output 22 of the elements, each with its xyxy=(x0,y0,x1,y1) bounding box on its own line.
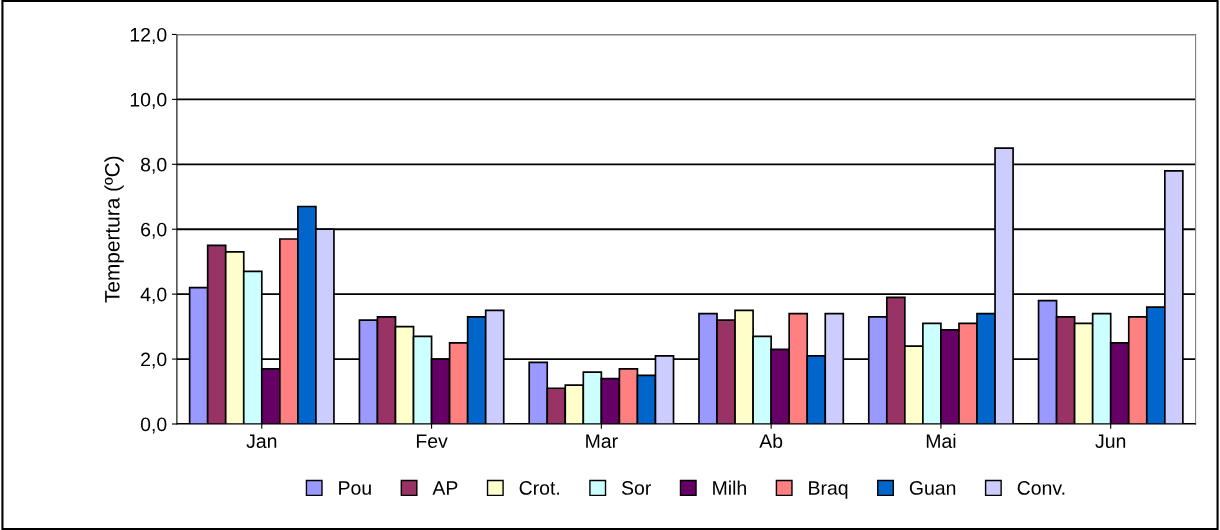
legend-label: Milh xyxy=(713,480,746,495)
legend-label: Braq xyxy=(809,481,848,499)
x-tick-label: Mar xyxy=(586,434,618,448)
legend-label: Pou xyxy=(339,481,371,495)
y-tick-label: 10,0 xyxy=(130,92,167,109)
legend-label: Sor xyxy=(621,481,651,495)
legend-label: AP xyxy=(432,481,458,495)
x-tick-label: Jan xyxy=(246,434,277,448)
y-tick-label: 6,0 xyxy=(141,222,167,239)
y-tick-label: 12,0 xyxy=(130,27,167,44)
y-tick-label: 0,0 xyxy=(140,417,167,434)
x-tick-label: Fev xyxy=(416,434,448,448)
legend-label: Guan xyxy=(909,481,956,495)
y-tick-label: 8,0 xyxy=(140,157,167,174)
x-tick-label: Ab xyxy=(759,433,783,448)
x-tick-label: Mai xyxy=(926,433,956,448)
x-tick-label: Jun xyxy=(1095,434,1126,448)
y-tick-label: 2,0 xyxy=(141,352,167,369)
legend-label: Crot. xyxy=(519,481,559,495)
y-tick-label: 4,0 xyxy=(140,287,167,304)
y-axis-title: Tempertura (ºC) xyxy=(104,156,124,303)
legend-label: Conv. xyxy=(1017,481,1065,495)
